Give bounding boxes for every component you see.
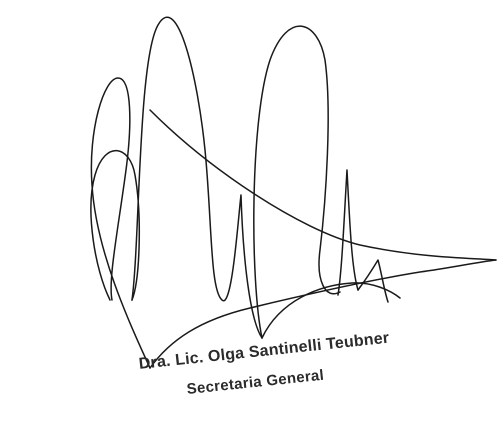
- signature-stroke-right-loop: [253, 25, 341, 339]
- signature-stroke-central-loop: [131, 16, 263, 339]
- signature-stroke-left-inner-loop: [90, 149, 141, 301]
- signature-stroke-left-loop: [90, 77, 151, 369]
- signature-stroke-tail: [149, 109, 497, 261]
- signature-stroke-flourish-2: [357, 259, 389, 303]
- signature-stroke-flourish-3: [261, 282, 401, 339]
- signature-stroke-underline: [149, 259, 497, 369]
- signature-stroke-flourish-1: [337, 169, 359, 296]
